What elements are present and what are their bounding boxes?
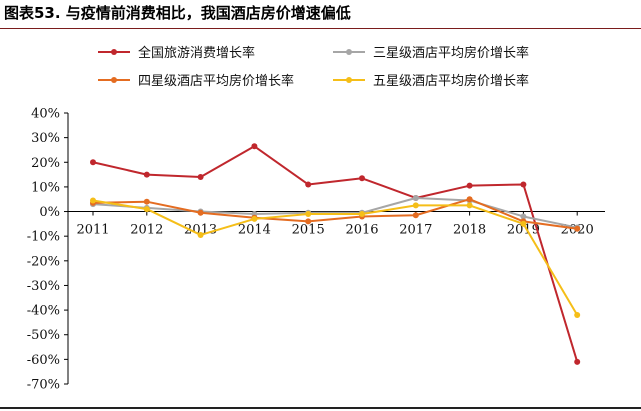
series-3 [90, 196, 581, 232]
series-line [92, 145, 579, 363]
y-tick-label: -50% [27, 328, 60, 343]
y-axis: 40% 30% 20% 10% 0% -10% -20% -30% -40% -50% -60% -7… [27, 107, 69, 393]
x-axis: 2011201220132014201520162017201820192020 [68, 211, 605, 238]
data-point [197, 174, 204, 181]
data-point [143, 198, 150, 205]
data-point [251, 215, 258, 222]
data-point [197, 209, 204, 216]
legend-item: 全国旅游消费增长率 [98, 45, 255, 61]
legend-swatch-marker [346, 77, 352, 83]
y-tick-label: -30% [27, 279, 60, 294]
plot-area [90, 143, 581, 365]
x-tick-label: 2012 [130, 223, 163, 238]
data-point [143, 206, 150, 213]
series-1 [90, 143, 581, 365]
data-point [574, 312, 581, 319]
data-point [466, 182, 473, 189]
data-point [90, 159, 96, 166]
data-point [305, 218, 312, 225]
data-point [90, 197, 96, 204]
figure-title: 图表53. 与疫情前消费相比，我国酒店房价增速偏低 [4, 4, 351, 22]
x-tick-label: 2014 [238, 223, 271, 238]
y-tick-label: -60% [27, 353, 60, 368]
series-4 [90, 197, 581, 319]
y-tick-label: 0% [39, 205, 60, 220]
series-line [92, 196, 578, 229]
series-line [92, 199, 579, 316]
data-point [305, 181, 312, 188]
data-point [197, 231, 204, 238]
legend-label: 四星级酒店平均房价增长率 [138, 73, 294, 89]
y-tick-label: -70% [27, 378, 60, 393]
y-tick-label: 20% [31, 156, 60, 171]
data-point [466, 202, 473, 209]
y-tick-label: 10% [31, 180, 60, 195]
data-point [412, 202, 419, 209]
legend-item: 三星级酒店平均房价增长率 [333, 45, 529, 61]
x-tick-label: 2015 [292, 223, 325, 238]
legend-swatch-marker [346, 49, 352, 55]
y-tick-label: -10% [27, 230, 60, 245]
x-tick-label: 2017 [399, 223, 432, 238]
x-tick-label: 2019 [507, 223, 540, 238]
y-tick-label: -20% [27, 254, 60, 269]
x-tick-label: 2016 [345, 223, 378, 238]
data-point [143, 171, 150, 178]
x-tick-label: 2013 [184, 223, 217, 238]
legend-item: 五星级酒店平均房价增长率 [333, 73, 529, 89]
y-tick-label: 30% [31, 131, 60, 146]
y-tick-label: -40% [27, 304, 60, 319]
data-point [412, 212, 419, 219]
data-point [359, 175, 365, 182]
bottom-rule [0, 407, 641, 409]
x-tick-label: 2011 [76, 223, 109, 238]
data-point [520, 220, 527, 227]
data-point [305, 211, 312, 218]
legend-label: 五星级酒店平均房价增长率 [373, 73, 529, 89]
data-point [574, 358, 581, 365]
data-point [520, 181, 527, 188]
data-point [359, 211, 365, 218]
x-tick-label: 2018 [453, 223, 486, 238]
y-tick-label: 40% [31, 107, 60, 122]
title-rule [0, 28, 641, 29]
data-point [574, 225, 581, 232]
data-point [520, 213, 527, 220]
data-point [412, 194, 419, 201]
legend-item: 四星级酒店平均房价增长率 [98, 73, 294, 89]
legend-label: 全国旅游消费增长率 [138, 45, 255, 61]
data-point [466, 196, 473, 203]
data-point [251, 143, 258, 150]
legend-swatch-marker [111, 77, 117, 83]
legend-label: 三星级酒店平均房价增长率 [373, 45, 529, 61]
legend-swatch-marker [111, 49, 117, 55]
series-line [92, 198, 578, 230]
